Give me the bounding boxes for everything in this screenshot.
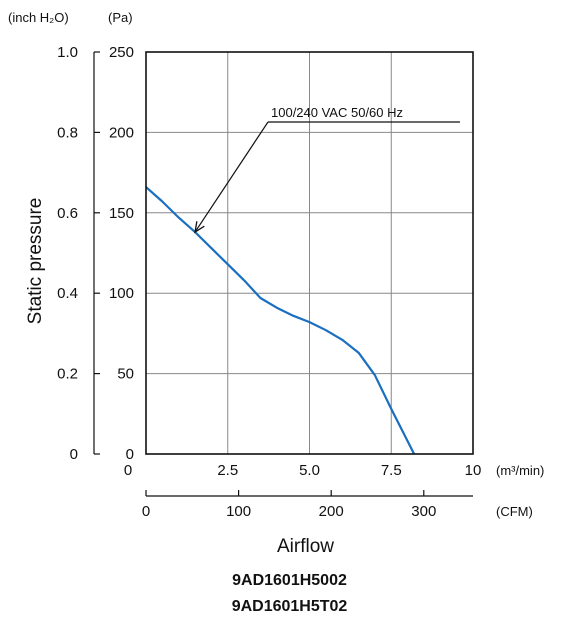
m3-unit-label: (m³/min) [496,463,544,478]
pa-tick-label-4: 200 [109,124,134,141]
annotation-leader [194,121,269,233]
cfm-tick-label-2: 200 [319,503,344,520]
pa-tick-label-2: 100 [109,285,134,302]
series-curve [145,186,416,455]
m3-tick-label-4: 10 [465,462,482,479]
annotation-label: 100/240 VAC 50/60 Hz [271,105,403,120]
inch-tick-label-3: 0.6 [57,205,78,222]
inch-tick-label-2: 0.4 [57,285,78,302]
pa-tick-label-0: 0 [126,446,134,463]
pa-unit-label: (Pa) [108,10,133,25]
curve-layer [145,186,416,455]
x-axis-title: Airflow [277,536,334,557]
inch-tick-label-5: 1.0 [57,44,78,61]
cfm-unit-label: (CFM) [496,504,533,519]
pa-tick-label-1: 50 [117,366,134,383]
m3-tick-label-0: 0 [124,462,132,479]
cfm-tick-label-1: 100 [226,503,251,520]
inch-unit-label: (inch H₂O) [8,10,69,25]
annotation: 100/240 VAC 50/60 Hz [194,105,460,234]
m3-tick-label-2: 5.0 [299,462,320,479]
inch-tick-label-1: 0.2 [57,366,78,383]
model-number-2: 9AD1601H5T02 [231,598,348,615]
inch-tick-label-0: 0 [70,446,78,463]
m3-tick-label-3: 7.5 [381,462,402,479]
axes [93,51,474,497]
cfm-tick-label-0: 0 [142,503,150,520]
inch-tick-label-4: 0.8 [57,124,78,141]
annotation-arrowhead [194,221,205,234]
pa-tick-label-5: 250 [109,44,134,61]
m3-tick-label-1: 2.5 [217,462,238,479]
pa-tick-label-3: 150 [109,205,134,222]
y-axis-title: Static pressure [25,198,46,325]
model-number-1: 9AD1601H5002 [232,572,347,589]
cfm-tick-label-3: 300 [411,503,436,520]
plot-frame [145,51,474,455]
grid-lines [146,52,473,454]
